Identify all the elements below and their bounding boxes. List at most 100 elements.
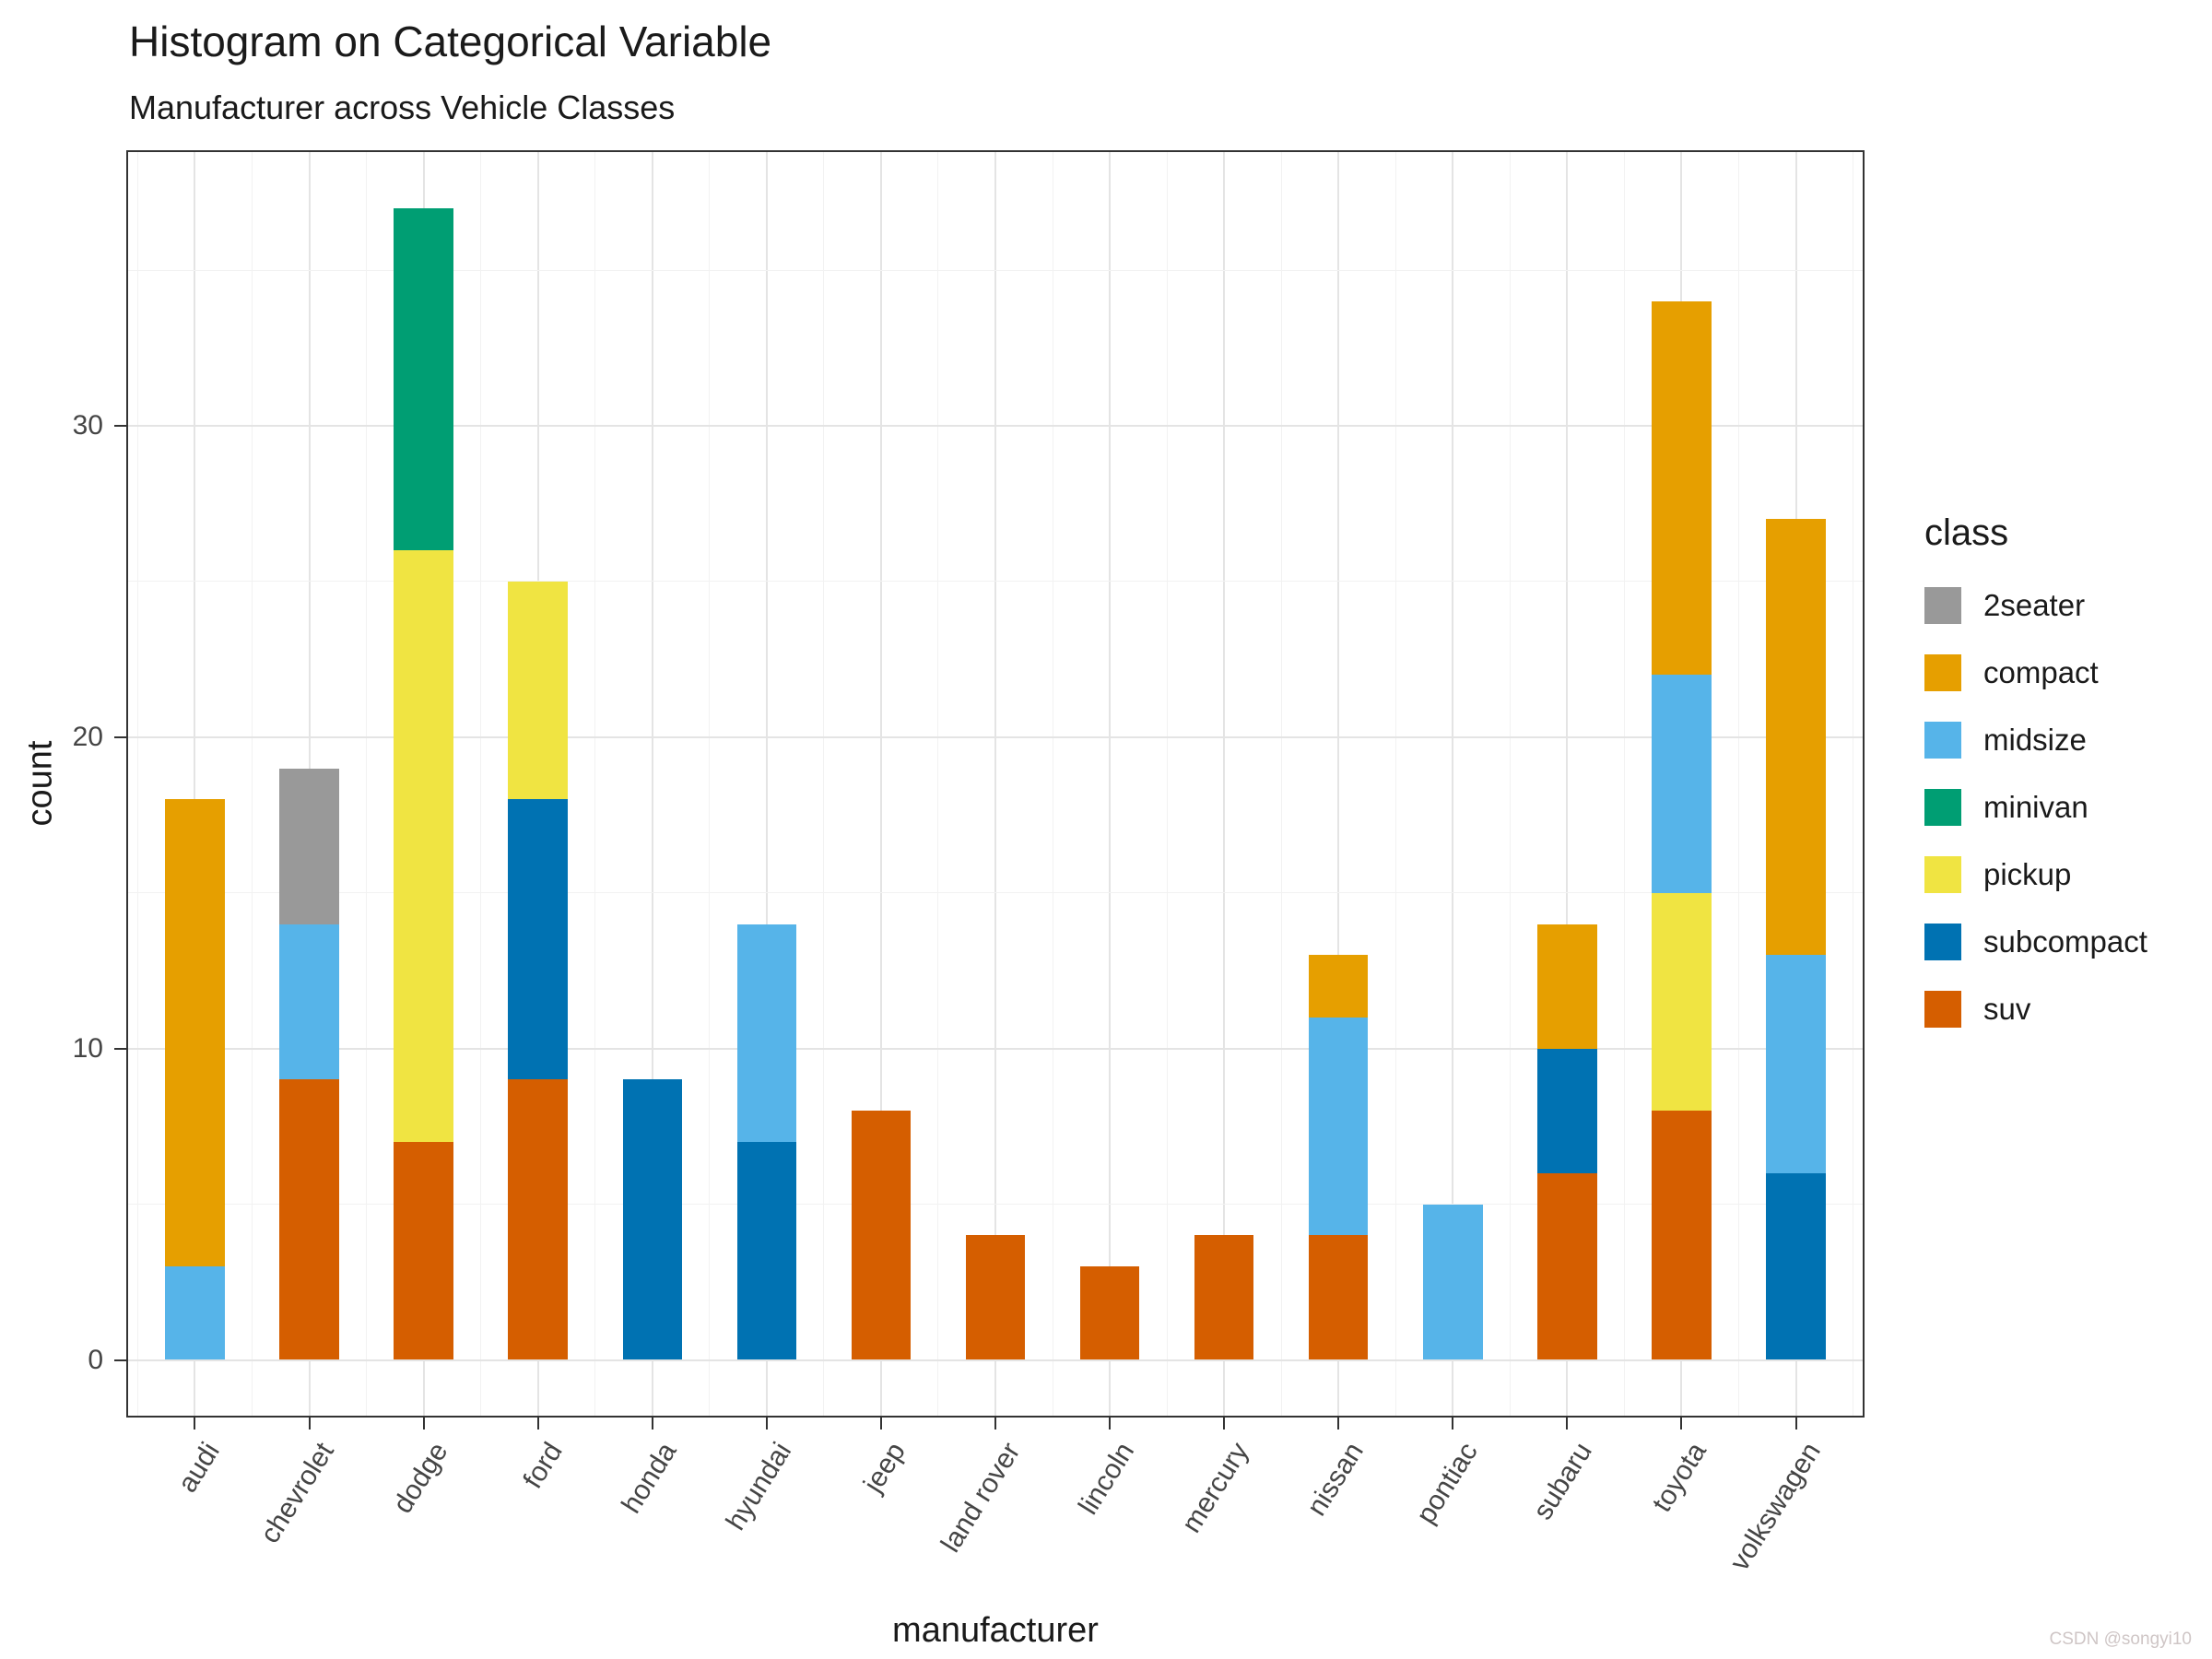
bar-segment-dodge-suv — [394, 1142, 453, 1360]
y-tick-label: 30 — [72, 409, 103, 441]
legend-label: minivan — [1983, 790, 2088, 824]
legend-item-compact: compact — [1924, 654, 2147, 691]
bar-segment-volkswagen-midsize — [1766, 955, 1826, 1173]
bar-segment-toyota-compact — [1652, 300, 1712, 676]
legend-label: midsize — [1983, 723, 2087, 757]
chart-title: Histogram on Categorical Variable — [129, 18, 772, 65]
bar-segment-jeep-suv — [851, 1111, 912, 1360]
bar-segment-ford-pickup — [508, 581, 568, 800]
gridline-major-v — [1452, 150, 1454, 1418]
legend-label: pickup — [1983, 857, 2072, 891]
x-axis-tick — [536, 1418, 539, 1430]
gridline-major-v — [879, 150, 882, 1418]
legend-item-subcompact: subcompact — [1924, 924, 2147, 960]
legend-title: class — [1924, 512, 2009, 553]
bar-segment-mercury-suv — [1194, 1235, 1254, 1360]
bar-segment-honda-subcompact — [622, 1079, 683, 1360]
watermark: CSDN @songyi10 — [2049, 1630, 2192, 1649]
bar-segment-toyota-pickup — [1652, 892, 1712, 1112]
legend-item-suv: suv — [1924, 991, 2147, 1028]
bar-segment-nissan-suv — [1308, 1235, 1369, 1360]
y-axis-tick — [114, 1359, 126, 1361]
x-tick-label: dodge — [387, 1437, 454, 1519]
gridline-major-v — [994, 150, 996, 1418]
x-tick-label: ford — [517, 1437, 569, 1494]
legend-swatch-minivan — [1924, 789, 1961, 826]
y-axis-tick — [114, 1047, 126, 1050]
bar-segment-subaru-suv — [1537, 1172, 1597, 1360]
x-axis-tick — [308, 1418, 311, 1430]
gridline-minor-h — [126, 581, 1865, 582]
gridline-major-v — [1109, 150, 1112, 1418]
bar-segment-audi-midsize — [165, 1266, 225, 1360]
bar-segment-toyota-suv — [1652, 1111, 1712, 1360]
gridline-minor-v — [251, 150, 253, 1418]
x-tick-label: jeep — [858, 1437, 912, 1499]
gridline-minor-h — [126, 1204, 1865, 1206]
gridline-minor-v — [1623, 150, 1625, 1418]
y-tick-label: 20 — [72, 721, 103, 752]
bar-segment-hyundai-subcompact — [736, 1142, 797, 1360]
gridline-major-v — [651, 150, 653, 1418]
gridline-minor-v — [594, 150, 596, 1418]
legend-swatch-compact — [1924, 654, 1961, 691]
gridline-minor-v — [1166, 150, 1168, 1418]
gridline-major-h — [126, 424, 1865, 427]
x-tick-label: toyota — [1646, 1437, 1712, 1518]
y-axis-tick — [114, 424, 126, 427]
bar-segment-audi-compact — [165, 799, 225, 1267]
bar-segment-volkswagen-compact — [1766, 519, 1826, 956]
gridline-minor-v — [366, 150, 368, 1418]
legend-item-midsize: midsize — [1924, 722, 2147, 759]
x-axis-tick — [1794, 1418, 1797, 1430]
bar-segment-ford-suv — [508, 1079, 568, 1360]
chart-subtitle: Manufacturer across Vehicle Classes — [129, 88, 676, 126]
legend-item-pickup: pickup — [1924, 856, 2147, 893]
x-axis-tick — [422, 1418, 425, 1430]
bar-segment-chevrolet-2seater — [279, 768, 339, 924]
x-tick-label: land rover — [935, 1437, 1027, 1559]
legend-item-2seater: 2seater — [1924, 587, 2147, 624]
x-tick-label: hyundai — [720, 1437, 797, 1536]
y-axis-title: count — [20, 740, 60, 827]
gridline-minor-v — [823, 150, 825, 1418]
legend-swatch-pickup — [1924, 856, 1961, 893]
bar-segment-subaru-compact — [1537, 924, 1597, 1049]
x-axis-tick — [1337, 1418, 1340, 1430]
gridline-minor-v — [1280, 150, 1282, 1418]
legend-swatch-midsize — [1924, 722, 1961, 759]
bar-segment-dodge-minivan — [394, 207, 453, 551]
bar-segment-subaru-subcompact — [1537, 1048, 1597, 1173]
bar-segment-dodge-pickup — [394, 550, 453, 1142]
gridline-major-v — [765, 150, 768, 1418]
gridline-minor-v — [1509, 150, 1511, 1418]
legend-label: 2seater — [1983, 588, 2086, 622]
y-axis-tick — [114, 735, 126, 738]
x-axis-tick — [1452, 1418, 1454, 1430]
gridline-major-v — [1337, 150, 1340, 1418]
gridline-minor-v — [480, 150, 482, 1418]
gridline-major-h — [126, 1047, 1865, 1050]
legend-swatch-suv — [1924, 991, 1961, 1028]
bar-segment-hyundai-midsize — [736, 924, 797, 1142]
legend-swatch-subcompact — [1924, 924, 1961, 960]
bar-segment-chevrolet-suv — [279, 1079, 339, 1360]
x-tick-label: volkswagen — [1724, 1437, 1827, 1576]
bar-segment-lincoln-suv — [1079, 1266, 1140, 1360]
gridline-minor-v — [709, 150, 711, 1418]
x-axis-tick — [1680, 1418, 1683, 1430]
legend-label: subcompact — [1983, 924, 2147, 959]
bar-segment-chevrolet-midsize — [279, 924, 339, 1080]
bar-segment-land-rover-suv — [965, 1235, 1026, 1360]
x-tick-label: audi — [171, 1437, 226, 1499]
bar-segment-ford-subcompact — [508, 799, 568, 1080]
gridline-minor-h — [126, 269, 1865, 271]
bar-segment-volkswagen-subcompact — [1766, 1172, 1826, 1360]
gridline-minor-v — [1738, 150, 1739, 1418]
x-axis-tick — [879, 1418, 882, 1430]
x-axis-tick — [765, 1418, 768, 1430]
legend-swatch-2seater — [1924, 587, 1961, 624]
x-axis-tick — [1566, 1418, 1569, 1430]
